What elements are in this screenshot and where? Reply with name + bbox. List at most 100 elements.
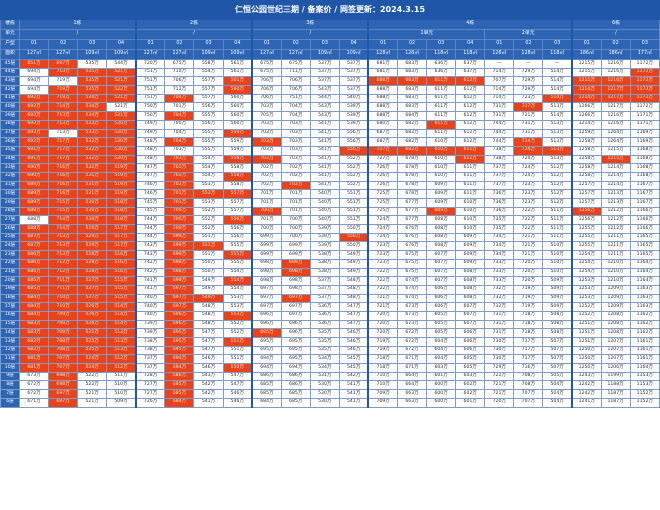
floor-label: 39层 [0,111,20,121]
price-cell: 719万 [48,85,79,95]
price-cell: 556万 [193,102,224,113]
price-cell: 663万 [397,389,428,399]
price-cell: 557万 [193,85,224,95]
price-cell: 551万 [193,232,224,243]
price-cell: 1210万 [600,258,631,269]
price-cell: 539万 [309,232,340,243]
price-cell: 514万 [542,67,573,78]
price-cell: 512万 [542,189,573,199]
price-cell: 547万 [193,328,224,338]
floor-row: 29层 689万 715万 530万 518万 745万 701万 553万 557万 701万 7… [0,198,660,208]
price-cell: 713万 [48,119,79,130]
price-cell: 1167万 [629,180,660,191]
price-cell: 716万 [48,171,79,182]
price-cell: 719万 [513,284,544,295]
price-cell: 695万 [251,328,282,338]
price-cell: 537万 [338,67,370,78]
price-cell: 540万 [309,189,340,199]
price-cell: 1213万 [600,189,631,199]
price-cell: 682万 [18,337,50,347]
price-cell: 607万 [426,250,457,260]
price-cell: 727万 [135,380,166,391]
price-cell: 515万 [106,276,137,286]
price-cell: 519万 [106,189,137,199]
room-b2-2: 03 [309,39,340,50]
price-cell: 1214万 [571,119,602,130]
price-cell: 697万 [251,302,282,312]
price-cell: 724万 [513,171,544,182]
price-cell: 560万 [222,119,254,130]
price-cell: 555万 [222,250,254,260]
price-cell: 514万 [542,85,573,95]
price-cell: 556万 [222,232,254,243]
price-cell: 605万 [426,310,457,321]
price-cell: 612万 [455,137,486,147]
price-cell: 1206万 [600,363,631,373]
floor-row: 40层 692万 714万 534万 521万 750万 701万 556万 560万 703万 7… [0,102,660,113]
price-cell: 687万 [18,241,50,252]
price-cell: 512万 [542,171,573,182]
price-cell: 703万 [164,154,195,165]
price-cell: 603万 [455,371,486,382]
price-cell: 558万 [193,59,224,69]
price-cell: 551万 [222,345,254,356]
price-cell: 508万 [542,328,573,338]
floor-label: 20层 [0,276,20,286]
price-cell: — [542,59,573,69]
price-cell: 710万 [48,293,79,304]
price-cell: 552万 [338,163,370,173]
price-cell: 530万 [77,206,108,217]
price-table: 仁恒公园世纪三期 / 备案价 / 网签更新：2024.3.15 楼栋 1栋 2栋… [0,0,660,408]
price-cell: 517万 [106,241,137,252]
price-cell: 541万 [309,154,340,165]
price-cell: 1258万 [571,154,602,165]
price-cell: 719万 [367,345,399,356]
price-cell: 694万 [18,67,50,78]
price-cell: 541万 [338,397,370,408]
price-cell: 546万 [222,389,254,399]
floor-row: 35层 691万 717万 532万 520万 748万 703万 555万 559万 703万 7… [0,145,660,156]
price-cell: 557万 [193,93,224,104]
price-cell: 508万 [542,319,573,330]
price-cell: 694万 [18,76,50,87]
price-cell: 694万 [18,85,50,95]
price-cell: 556万 [338,137,370,147]
price-cell: 602万 [455,380,486,391]
price-cell: 1252万 [571,310,602,321]
price-cell: 1152万 [629,389,660,399]
area-b0-0: 127㎡ [18,49,50,60]
price-cell: 1264万 [600,128,631,139]
price-cell: 686万 [164,371,195,382]
price-cell: 555万 [222,241,254,252]
price-cell: 547万 [338,302,370,312]
building-3: 3栋 [251,19,370,30]
price-cell: 610万 [426,145,457,156]
price-cell: 607万 [455,319,486,330]
price-cell: 513万 [106,328,137,338]
price-cell: 1242万 [571,389,602,399]
price-cell: 1217万 [600,85,631,95]
price-cell: 1172万 [629,93,660,104]
price-cell: 711万 [48,284,79,295]
price-cell: 1153万 [629,371,660,382]
price-cell: 1165万 [629,232,660,243]
price-cell: 683万 [397,76,428,87]
price-cell: 739万 [135,328,166,338]
price-cell: 636万 [426,59,457,69]
price-cell: 701万 [280,206,311,217]
floor-label: 40层 [0,102,20,113]
price-cell: 671万 [18,397,50,408]
price-cell: 537万 [309,67,340,78]
price-cell: 677万 [397,206,428,217]
price-cell: 731万 [484,102,515,113]
price-cell: 536万 [309,319,340,330]
price-cell: 1212万 [600,224,631,234]
price-cell: 744万 [484,119,515,130]
price-cell: 609万 [455,258,486,269]
room-b3-1: 02 [397,39,428,50]
price-cell: 702万 [251,171,282,182]
price-cell: 677万 [397,198,428,208]
price-cell: 526万 [77,319,108,330]
floor-label: 26层 [0,224,20,234]
price-cell: 707万 [513,397,544,408]
